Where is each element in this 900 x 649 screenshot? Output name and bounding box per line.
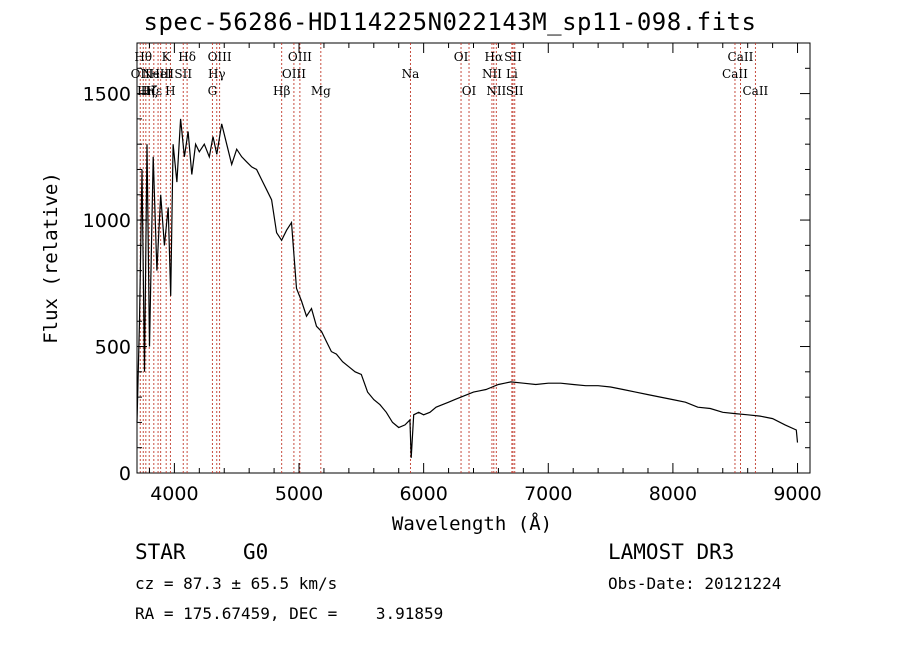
- line-label: Hη: [137, 84, 155, 98]
- line-label: OI: [462, 84, 477, 98]
- x-tick-label: 4000: [150, 483, 198, 505]
- line-label: Hδ: [178, 50, 196, 64]
- line-label: Li: [506, 67, 518, 81]
- y-tick-label: 500: [95, 337, 131, 359]
- line-label: Hγ: [208, 67, 226, 81]
- line-label: Hα: [485, 50, 504, 64]
- line-label: CaII: [722, 67, 748, 81]
- line-label: SII: [506, 84, 524, 98]
- line-label: K: [162, 50, 172, 64]
- y-tick-label: 1000: [83, 210, 131, 232]
- line-label: OIII: [288, 50, 312, 64]
- line-label: Hζ: [141, 84, 158, 98]
- line-label: OII: [131, 67, 151, 81]
- radec-text: RA = 175.67459, DEC = 3.91859: [135, 604, 444, 623]
- y-tick-label: 0: [119, 463, 131, 485]
- line-label: OIII: [282, 67, 306, 81]
- line-label: SII: [504, 50, 522, 64]
- y-tick-label: 1500: [83, 84, 131, 106]
- chart-title: spec-56286-HD114225N022143M_sp11-098.fit…: [143, 8, 757, 36]
- line-label: HeI: [150, 67, 173, 81]
- line-label: H: [165, 84, 175, 98]
- obs-date-text: Obs-Date: 20121224: [608, 574, 782, 593]
- x-axis-label: Wavelength (Å): [392, 512, 552, 535]
- redshift-text: cz = 87.3 ± 65.5 km/s: [135, 574, 338, 593]
- line-label: OIII: [208, 50, 232, 64]
- line-label: G: [208, 84, 218, 98]
- line-label: Hε: [145, 84, 162, 98]
- line-label: CaII: [728, 50, 754, 64]
- line-label: OI: [454, 50, 469, 64]
- x-tick-label: 8000: [649, 483, 697, 505]
- line-label: Hβ: [273, 84, 290, 98]
- line-label: Mg: [311, 84, 331, 98]
- line-label: Na: [402, 67, 420, 81]
- object-subclass: G0: [243, 540, 269, 564]
- line-label: Hθ: [134, 50, 152, 64]
- line-label: CaII: [742, 84, 768, 98]
- line-label: NII: [486, 84, 506, 98]
- x-tick-label: 5000: [275, 483, 323, 505]
- line-label: NeIII: [142, 67, 174, 81]
- spectrum-line: [136, 118, 799, 458]
- line-label: NII: [482, 67, 502, 81]
- y-axis-label: Flux (relative): [40, 172, 62, 344]
- x-tick-label: 7000: [524, 483, 572, 505]
- line-label: SII: [174, 67, 192, 81]
- x-tick-label: 6000: [399, 483, 447, 505]
- survey-name: LAMOST DR3: [608, 540, 735, 564]
- x-tick-label: 9000: [773, 483, 821, 505]
- object-class: STAR: [135, 540, 186, 564]
